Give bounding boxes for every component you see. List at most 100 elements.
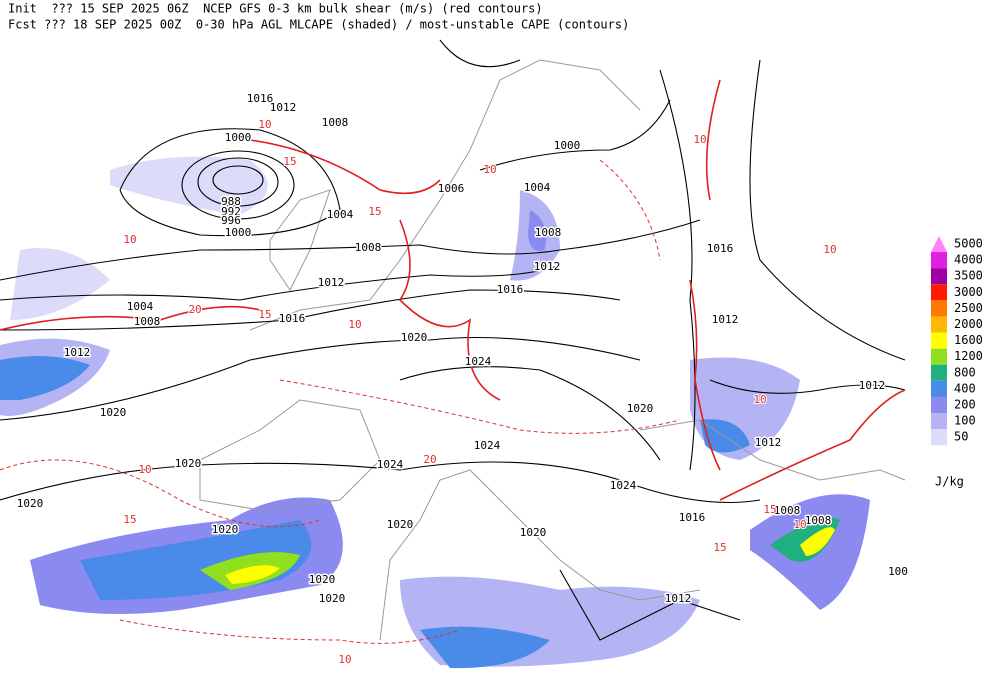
isobar-label: 1012 <box>318 276 345 289</box>
isobar-label: 1000 <box>554 139 581 152</box>
shear-label: 10 <box>793 518 806 531</box>
shear-contour <box>0 305 261 331</box>
legend-label: 50 <box>954 430 968 444</box>
shear-contour <box>0 459 321 528</box>
legend-label: 4000 <box>954 253 983 267</box>
isobar-label: 1004 <box>327 208 354 221</box>
shear-contours <box>0 79 906 644</box>
isobar <box>399 366 661 461</box>
isobar-label: 1012 <box>665 592 692 605</box>
isobar-label: 1020 <box>17 497 44 510</box>
isobar <box>197 157 279 207</box>
shear-label: 20 <box>188 303 201 316</box>
legend-label: 1600 <box>954 333 983 347</box>
shear-label: 15 <box>368 205 381 218</box>
isobar <box>709 379 906 394</box>
legend-label: 100 <box>954 414 976 428</box>
coastline <box>249 59 641 331</box>
legend-unit: J/kg <box>935 475 964 489</box>
isobar <box>0 336 641 421</box>
isobar-label: 992 <box>221 205 241 218</box>
contour-labels: 1016101210081000988992996100010041008101… <box>15 91 909 668</box>
isobar-label: 1020 <box>100 406 127 419</box>
cape-shading <box>0 156 870 669</box>
isobar <box>0 289 621 331</box>
isobar-label: 1006 <box>438 182 465 195</box>
isobar-label: 1020 <box>520 526 547 539</box>
isobar-label: 1000 <box>225 226 252 239</box>
shear-label: 10 <box>138 463 151 476</box>
legend-swatch <box>931 300 947 317</box>
isobar-label: 100 <box>888 565 908 578</box>
isobar-label: 1024 <box>610 479 637 492</box>
coastline <box>199 399 381 511</box>
isobar-label: 996 <box>221 214 241 227</box>
legend-label: 2000 <box>954 317 983 331</box>
isobar-label: 1024 <box>377 458 404 471</box>
legend-swatch <box>931 364 947 381</box>
isobar <box>0 264 561 301</box>
isobar <box>0 461 761 504</box>
shear-label: 10 <box>123 233 136 246</box>
shear-contour <box>249 139 441 195</box>
isobar-label: 1016 <box>679 511 706 524</box>
isobar-label: 1008 <box>355 241 382 254</box>
isobar <box>749 59 906 361</box>
isobar-label: 1012 <box>270 101 297 114</box>
shear-contour <box>398 219 501 401</box>
isobar-label: 1008 <box>805 514 832 527</box>
legend-swatch <box>931 348 947 365</box>
legend-label: 2500 <box>954 301 983 315</box>
legend-label: 1200 <box>954 349 983 363</box>
isobar <box>181 150 295 220</box>
header-line: Fcst ??? 18 SEP 2025 00Z 0-30 hPa AGL ML… <box>8 18 629 32</box>
isobar-label: 1012 <box>64 346 91 359</box>
shear-contour <box>599 159 661 261</box>
isobar-label: 1016 <box>247 92 274 105</box>
isobar <box>439 39 521 68</box>
cape-area <box>225 565 280 584</box>
isobar-label: 1020 <box>212 523 239 536</box>
legend-label: 400 <box>954 381 976 395</box>
coastlines <box>199 59 906 641</box>
shear-contour <box>279 379 681 434</box>
isobar-label: 1008 <box>774 504 801 517</box>
legend-swatch <box>931 236 947 252</box>
legend-swatch <box>931 316 947 333</box>
coastline <box>269 189 331 291</box>
isobar-label: 1020 <box>401 331 428 344</box>
legend-label: 800 <box>954 365 976 379</box>
cape-area <box>700 419 750 453</box>
cape-area <box>528 210 546 251</box>
cape-area <box>110 156 268 215</box>
shear-label: 15 <box>123 513 136 526</box>
shear-label: 15 <box>258 308 271 321</box>
isobar <box>0 219 701 281</box>
legend-swatch <box>931 380 947 397</box>
shear-contour <box>705 79 721 201</box>
isobar-label: 1012 <box>534 260 561 273</box>
isobar-label: 1020 <box>309 573 336 586</box>
isobar-label: 1024 <box>465 355 492 368</box>
shear-label: 10 <box>258 118 271 131</box>
legend-swatch <box>931 284 947 301</box>
isobar-label: 1004 <box>524 181 551 194</box>
isobar-label: 1012 <box>859 379 886 392</box>
cape-area <box>0 356 90 400</box>
isobar <box>212 165 264 195</box>
isobar <box>659 69 696 471</box>
shear-label: 10 <box>753 393 766 406</box>
shear-contour <box>119 619 461 644</box>
shear-label: 15 <box>713 541 726 554</box>
cape-area <box>10 248 110 320</box>
isobar-label: 988 <box>221 195 241 208</box>
shear-label: 15 <box>283 155 296 168</box>
legend-label: 3000 <box>954 285 983 299</box>
isobar-label: 1008 <box>535 226 562 239</box>
isobar-label: 1004 <box>127 300 154 313</box>
shear-contour <box>719 389 906 501</box>
cape-area <box>800 527 835 556</box>
legend: J/kg 5000 4000 3500 3000 2500 2000 1600 1200 800… <box>931 236 983 489</box>
shear-label: 10 <box>823 243 836 256</box>
legend-label: 3500 <box>954 269 983 283</box>
